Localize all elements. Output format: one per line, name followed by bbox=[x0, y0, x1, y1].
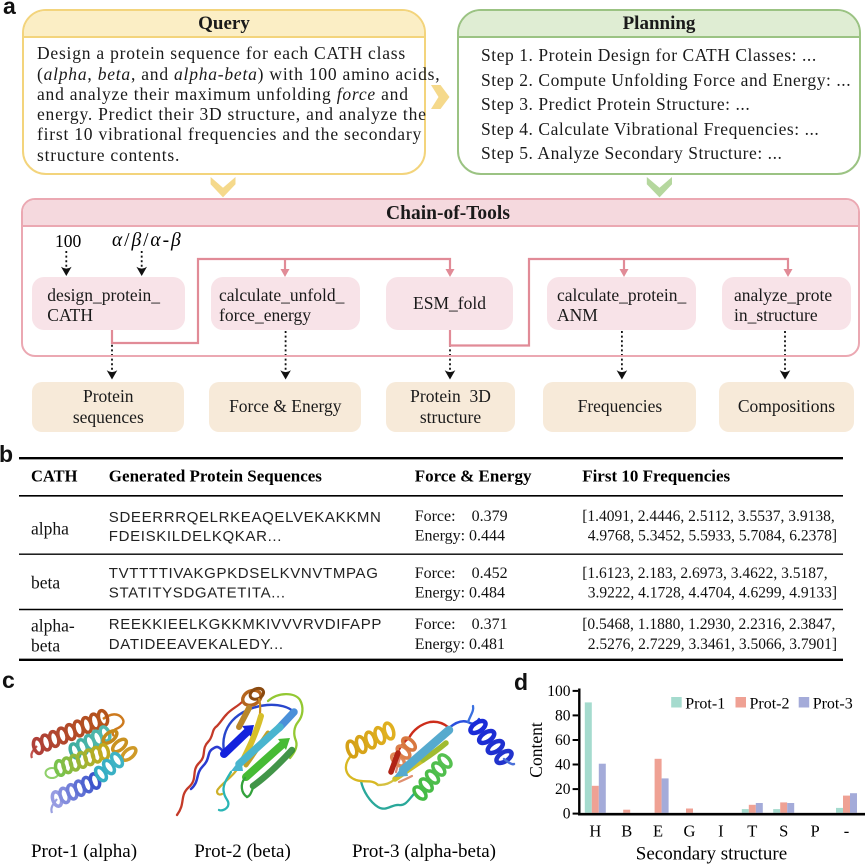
svg-text:Content: Content bbox=[526, 722, 546, 778]
svg-text:80: 80 bbox=[555, 707, 571, 724]
svg-text:Force: 0.371: Force: 0.371 bbox=[415, 616, 508, 633]
svg-text:alpha: alpha bbox=[31, 518, 69, 538]
svg-text:E: E bbox=[653, 822, 663, 841]
svg-text:Force: 0.452: Force: 0.452 bbox=[415, 565, 508, 582]
svg-text:2.5276, 2.7229, 3.3461, 3.5066: 2.5276, 2.7229, 3.3461, 3.5066, 3.7901] bbox=[588, 636, 837, 653]
svg-text:Force & Energy: Force & Energy bbox=[415, 466, 532, 485]
svg-text:CATH: CATH bbox=[31, 466, 78, 485]
svg-text:beta: beta bbox=[31, 573, 60, 593]
svg-text:Force: 0.379: Force: 0.379 bbox=[415, 508, 508, 525]
svg-text:60: 60 bbox=[555, 732, 571, 749]
svg-text:STATITYSDGATETITA...: STATITYSDGATETITA... bbox=[109, 584, 286, 601]
svg-text:Energy: 0.444: Energy: 0.444 bbox=[415, 527, 505, 544]
svg-text:Energy: 0.484: Energy: 0.484 bbox=[415, 584, 505, 601]
svg-text:[1.4091, 2.4446, 2.5112, 3.553: [1.4091, 2.4446, 2.5112, 3.5537, 3.9138, bbox=[582, 508, 835, 525]
svg-text:P: P bbox=[811, 822, 820, 841]
svg-text:First 10 Frequencies: First 10 Frequencies bbox=[582, 466, 730, 485]
svg-text:alpha-: alpha- bbox=[31, 616, 75, 636]
svg-text:H: H bbox=[589, 822, 601, 841]
svg-text:[1.6123, 2.183, 2.6973, 3.4622: [1.6123, 2.183, 2.6973, 3.4622, 3.5187, bbox=[582, 565, 827, 582]
svg-text:40: 40 bbox=[555, 756, 571, 773]
svg-text:DATIDEEAVEKALEDY...: DATIDEEAVEKALEDY... bbox=[109, 636, 284, 653]
svg-text:-: - bbox=[844, 822, 850, 841]
svg-text:100: 100 bbox=[547, 683, 571, 700]
svg-text:Prot-1: Prot-1 bbox=[685, 695, 725, 712]
svg-text:Secondary structure: Secondary structure bbox=[636, 844, 787, 865]
svg-text:Generated Protein Sequences: Generated Protein Sequences bbox=[109, 466, 322, 485]
svg-text:FDEISKILDELKQKAR...: FDEISKILDELKQKAR... bbox=[109, 528, 282, 545]
svg-text:0: 0 bbox=[563, 806, 571, 823]
svg-text:T: T bbox=[747, 822, 757, 841]
svg-text:S: S bbox=[779, 822, 788, 841]
svg-text:B: B bbox=[621, 822, 632, 841]
svg-text:REEKKIEELKGKKMKIVVVRVDIFAPP: REEKKIEELKGKKMKIVVVRVDIFAPP bbox=[109, 616, 382, 633]
svg-text:3.9222, 4.1728, 4.4704, 4.6299: 3.9222, 4.1728, 4.4704, 4.6299, 4.9133] bbox=[588, 584, 837, 601]
svg-text:SDEERRRQELRKEAQELVEKAKKMN: SDEERRRQELRKEAQELVEKAKKMN bbox=[109, 509, 382, 526]
svg-text:Prot-3: Prot-3 bbox=[813, 695, 853, 712]
svg-text:[0.5468, 1.1880, 1.2930, 2.231: [0.5468, 1.1880, 1.2930, 2.2316, 2.3847, bbox=[582, 616, 835, 633]
svg-text:Prot-2: Prot-2 bbox=[750, 695, 790, 712]
svg-text:Energy: 0.481: Energy: 0.481 bbox=[415, 636, 505, 653]
svg-text:G: G bbox=[684, 822, 696, 841]
svg-text:TVTTTTIVAKGPKDSELKVNVTMPAG: TVTTTTIVAKGPKDSELKVNVTMPAG bbox=[109, 565, 379, 582]
svg-text:20: 20 bbox=[555, 781, 571, 798]
svg-text:beta: beta bbox=[31, 636, 60, 656]
svg-text:I: I bbox=[718, 822, 724, 841]
svg-text:4.9768, 5.3452, 5.5933, 5.7084: 4.9768, 5.3452, 5.5933, 5.7084, 6.2378] bbox=[588, 527, 837, 544]
